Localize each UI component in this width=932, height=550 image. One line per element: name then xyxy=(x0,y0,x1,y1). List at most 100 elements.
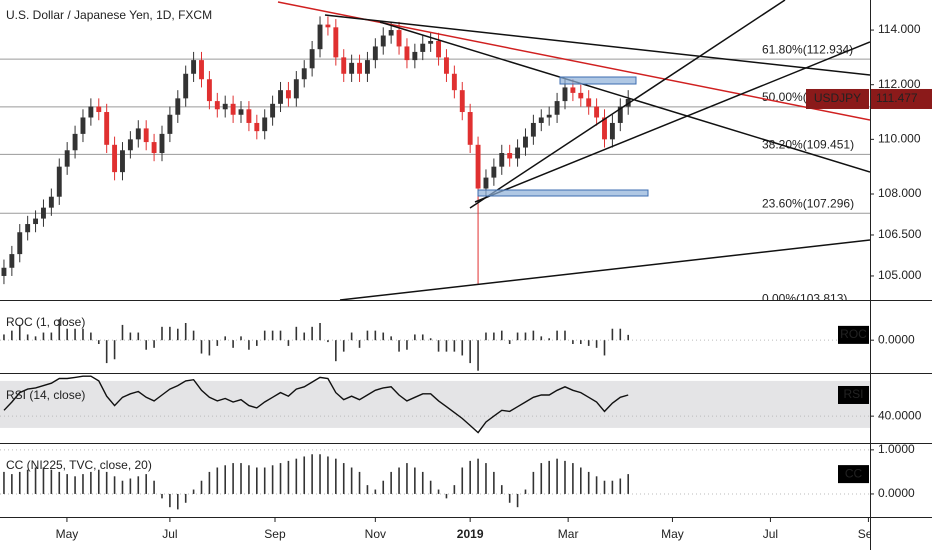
trend-line xyxy=(324,14,870,76)
panel-tag-bg xyxy=(838,465,869,484)
indicator-panel: 40.0000 RSI (14, close) xyxy=(0,375,922,434)
trend-line xyxy=(469,0,786,209)
x-tick-label: Sep xyxy=(264,527,286,541)
candle-body xyxy=(183,73,189,99)
candle-body xyxy=(475,144,481,189)
x-tick-label: Jul xyxy=(162,527,177,541)
price-panel: 61.80%(112.934)50.00%(111.190)38.20%(109… xyxy=(0,0,870,306)
candle-body xyxy=(120,150,125,173)
panel-title: CC (NI225, TVC, close, 20) xyxy=(6,458,152,472)
candle-body xyxy=(570,87,576,93)
x-tick-label: May xyxy=(56,527,79,541)
fib-label: 23.60%(107.296) xyxy=(762,196,854,210)
candle-body xyxy=(388,30,394,36)
fib-label: 0.00%(103.813) xyxy=(762,292,847,306)
candle-body xyxy=(175,98,181,115)
y-tick-label: 0.0000 xyxy=(878,332,915,346)
symbol-tag-bg xyxy=(806,88,869,109)
candle-body xyxy=(372,46,378,61)
x-tick-label: Sep xyxy=(858,527,880,541)
y-tick-label: 114.000 xyxy=(878,22,921,36)
candle-body xyxy=(364,60,370,74)
candle-body xyxy=(301,68,307,80)
candle-body xyxy=(554,101,560,115)
candle-body xyxy=(333,27,339,58)
trend-line xyxy=(379,21,870,173)
candle-body xyxy=(254,122,260,132)
candle-body xyxy=(96,106,102,113)
candle-body xyxy=(25,224,31,233)
candle-body xyxy=(112,144,118,173)
candle-body xyxy=(325,24,331,28)
candle-body xyxy=(151,142,157,154)
candle-body xyxy=(1,267,7,276)
panel-title: RSI (14, close) xyxy=(6,388,85,402)
overlays: ROC RSI CC USDJPY 111.477 xyxy=(806,88,932,484)
candle-body xyxy=(459,90,465,113)
candle-body xyxy=(586,98,592,107)
panel-tag-bg xyxy=(838,325,869,344)
candle-body xyxy=(349,62,355,74)
candle-body xyxy=(293,79,299,99)
candle-body xyxy=(341,57,347,74)
trend-line xyxy=(339,239,870,300)
candle-body xyxy=(404,46,410,61)
candle-body xyxy=(491,166,497,178)
candle-body xyxy=(238,109,244,115)
candle-body xyxy=(451,73,457,91)
panel-tag-bg xyxy=(838,385,869,404)
candle-body xyxy=(214,101,220,110)
indicator-panel: 1.0000 0.0000 CC (NI225, TVC, close, 20) xyxy=(0,442,915,510)
candles xyxy=(1,16,631,285)
candle-body xyxy=(436,40,442,58)
y-tick-label: 112.000 xyxy=(878,77,921,91)
y-tick-label: 105.000 xyxy=(878,268,922,282)
candle-body xyxy=(594,106,600,118)
price-tag: 111.477 xyxy=(876,91,918,105)
candle-body xyxy=(309,49,315,69)
symbol-tag: USDJPY xyxy=(814,91,861,105)
y-tick-label: 106.500 xyxy=(878,227,922,241)
candle-body xyxy=(285,90,291,99)
x-tick-label: Mar xyxy=(558,527,579,541)
candle-body xyxy=(246,109,252,123)
candle-body xyxy=(222,103,228,110)
candle-body xyxy=(523,136,528,148)
candle-body xyxy=(127,139,133,151)
candle-body xyxy=(467,112,473,145)
candle-body xyxy=(515,147,521,159)
candle-body xyxy=(72,133,78,151)
candle-body xyxy=(143,128,149,143)
price-tag-bg xyxy=(871,88,932,109)
candle-body xyxy=(428,40,434,44)
panel-tag: CC xyxy=(845,466,863,480)
candle-body xyxy=(602,117,607,140)
candle-body xyxy=(578,92,584,99)
candle-body xyxy=(135,128,141,140)
candle-body xyxy=(396,30,402,47)
indicator-panels: 0.0000 ROC (1, close) 40.0000 RSI (14, clos… xyxy=(0,315,922,510)
candle-body xyxy=(199,60,204,80)
time-axis: May Jul Sep Nov 2019 Mar May Jul Sep xyxy=(56,518,880,541)
fib-label: 61.80%(112.934) xyxy=(762,42,853,56)
candle-body xyxy=(56,166,62,197)
candle-body xyxy=(380,35,386,47)
candle-body xyxy=(88,106,94,118)
x-tick-label: Nov xyxy=(365,527,386,541)
candle-body xyxy=(507,153,513,159)
trend-lines xyxy=(277,0,870,300)
panel-tag: ROC xyxy=(840,327,867,341)
candle-body xyxy=(609,122,615,140)
trend-line xyxy=(474,41,870,203)
candle-body xyxy=(546,114,552,118)
candle-body xyxy=(499,153,505,167)
fib-levels: 61.80%(112.934)50.00%(111.190)38.20%(109… xyxy=(0,42,870,306)
candle-body xyxy=(17,232,23,255)
candle-body xyxy=(444,57,449,74)
candle-body xyxy=(538,117,544,123)
panel-tag: RSI xyxy=(843,387,863,401)
candle-body xyxy=(48,196,54,208)
candle-body xyxy=(33,218,39,225)
